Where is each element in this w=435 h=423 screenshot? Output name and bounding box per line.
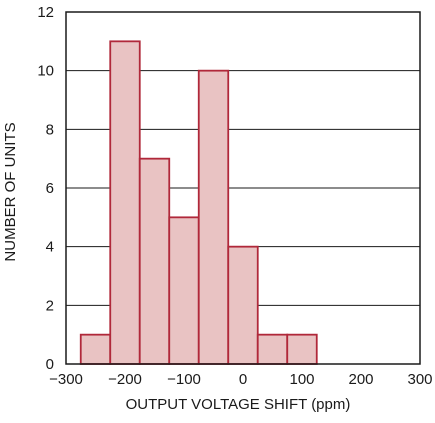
y-axis-title: NUMBER OF UNITS bbox=[2, 122, 19, 261]
histogram-bar-7 bbox=[256, 333, 289, 365]
y-tick-label: 4 bbox=[46, 239, 54, 256]
y-tick-label: 0 bbox=[46, 356, 54, 373]
x-tick-label: 0 bbox=[239, 371, 247, 388]
x-axis-title: OUTPUT VOLTAGE SHIFT (ppm) bbox=[126, 396, 351, 413]
x-tick-labels: −300 −200 −100 0 100 200 300 bbox=[49, 371, 432, 388]
y-tick-label: 2 bbox=[46, 297, 54, 314]
histogram-bar-3 bbox=[138, 157, 171, 365]
histogram-bar-6 bbox=[227, 245, 259, 365]
y-tick-label: 6 bbox=[46, 180, 54, 197]
y-tick-labels: 0 2 4 6 8 10 12 bbox=[37, 4, 54, 373]
x-tick-label: 300 bbox=[407, 371, 432, 388]
x-tick-label: 100 bbox=[289, 371, 314, 388]
histogram-bars bbox=[79, 40, 318, 365]
plot-frame bbox=[65, 11, 421, 365]
histogram-bar-1 bbox=[79, 333, 112, 365]
histogram-bar-4 bbox=[168, 216, 200, 365]
histogram-bar-2 bbox=[109, 40, 141, 365]
y-tick-label: 8 bbox=[46, 121, 54, 138]
histogram-bar-8 bbox=[286, 333, 318, 365]
x-tick-label: −100 bbox=[167, 371, 201, 388]
histogram-bar-5 bbox=[197, 69, 230, 365]
x-tick-label: −300 bbox=[49, 371, 83, 388]
x-tick-label: −200 bbox=[108, 371, 142, 388]
y-tick-label: 12 bbox=[37, 4, 54, 21]
y-tick-label: 10 bbox=[37, 63, 54, 80]
x-tick-label: 200 bbox=[348, 371, 373, 388]
